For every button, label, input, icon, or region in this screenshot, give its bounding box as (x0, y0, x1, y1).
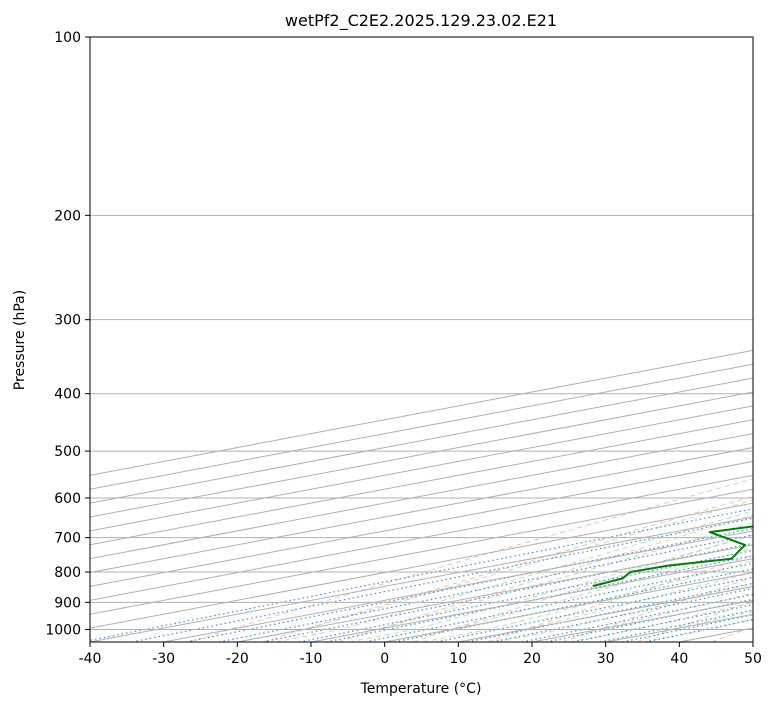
x-tick-label: -10 (300, 651, 323, 667)
moist-adiabat (238, 499, 753, 642)
isotherm (90, 488, 753, 615)
mixing-ratio-line (325, 554, 753, 642)
isotherm (163, 530, 753, 642)
y-axis-label: Pressure (hPa) (12, 290, 28, 390)
plot-frame (89, 36, 754, 643)
x-tick-label: -30 (152, 651, 175, 667)
x-tick-label: -20 (226, 651, 249, 667)
y-tick-label: 600 (54, 491, 81, 507)
y-tick-label: 300 (54, 313, 81, 329)
y-tick-label: 200 (54, 208, 81, 224)
moist-adiabat (386, 547, 753, 642)
isotherm (90, 433, 753, 560)
y-tick-label: 500 (54, 444, 81, 460)
y-tick-label: 400 (54, 387, 81, 403)
x-tick-label: -40 (79, 651, 102, 667)
grid (90, 37, 753, 642)
y-tick-label: 800 (54, 565, 81, 581)
mixing-ratio-line (365, 562, 753, 642)
isotherm (90, 516, 753, 642)
dewpoint-line (592, 525, 753, 588)
x-tick-label: 10 (449, 651, 467, 667)
axis-ticks: -40 -30 -20 -10 0 10 20 30 40 50 100 200 300 400 500 60… (45, 30, 762, 667)
isotherm (90, 474, 753, 601)
moist-adiabat (275, 510, 753, 642)
isotherm (90, 460, 753, 587)
mixing-ratio-line (90, 508, 753, 641)
x-tick-label: 20 (523, 651, 541, 667)
y-tick-label: 100 (54, 30, 81, 46)
chart-title: wetPf2_C2E2.2025.129.23.02.E21 (285, 11, 557, 31)
x-tick-label: 40 (670, 651, 688, 667)
x-tick-label: 30 (597, 651, 615, 667)
x-axis-label: Temperature (°C) (360, 681, 482, 697)
x-tick-label: 0 (380, 651, 389, 667)
y-tick-label: 1000 (45, 622, 81, 638)
mixing-ratio-line (436, 576, 753, 642)
isotherm (90, 502, 753, 629)
dry-adiabat (188, 478, 753, 642)
y-tick-label: 700 (54, 531, 81, 547)
x-tick-label: 50 (744, 651, 762, 667)
moist-adiabat (496, 582, 753, 642)
y-tick-label: 900 (54, 595, 81, 611)
mixing-ratio-line (218, 534, 753, 642)
isotherm (90, 419, 753, 546)
series-lines (592, 525, 753, 588)
dry-adiabat (412, 534, 753, 642)
isotherm (90, 447, 753, 574)
